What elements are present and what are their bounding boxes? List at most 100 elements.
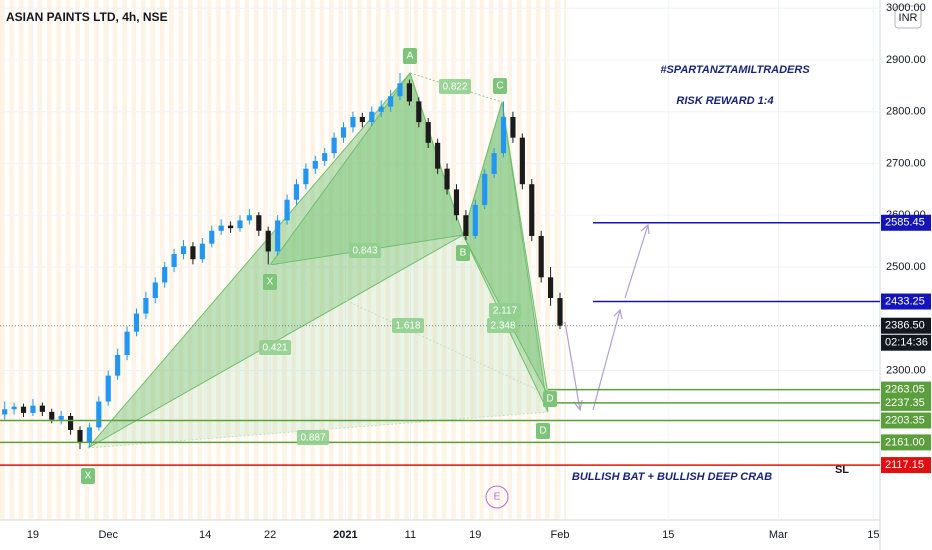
candle-body [529,184,535,236]
candle-body [406,83,412,102]
candle-body [171,254,177,267]
candle-body [557,298,563,326]
ratio-bg [439,79,471,94]
y-tick-label: 2800.00 [886,106,926,118]
candle-body [86,427,92,443]
ratio-bg [349,243,381,258]
pattern-xbd [88,235,548,448]
note: BULLISH BAT + BULLISH DEEP CRAB [572,471,772,483]
candle-body [49,411,55,420]
currency-box[interactable] [894,5,922,29]
candle-body [369,111,375,123]
level-label-bg [881,434,931,451]
ratio-label: 0.421 [262,343,287,354]
candle-body [180,246,187,255]
candle-body [190,246,196,260]
candle-body [472,204,478,236]
candle-body [548,277,554,299]
candle-body [453,189,460,216]
level-label: 2263.05 [885,383,925,395]
arrow [592,309,621,411]
pattern-point-bg [536,423,550,439]
y-tick-label: 2500.00 [886,261,926,273]
session-shading [0,0,566,520]
level-label: 2386.50 [885,320,925,332]
candle-body [284,199,290,221]
pattern-point-bg [403,48,417,64]
note: E [494,492,501,503]
level-label-bg [881,457,931,474]
e-circle [485,485,509,509]
chart-title: ASIAN PAINTS LTD, 4h, NSE [6,10,168,24]
candle-body [115,354,121,376]
candle-body [199,243,205,260]
candle-body [444,168,450,190]
candle-body [96,401,102,428]
x-tick-label: 11 [405,529,416,541]
candle-body [312,160,318,169]
candle-body [293,184,300,200]
level-label: 2161.00 [885,436,925,448]
candle-body [30,405,36,413]
ratio-label: 0.843 [352,246,377,257]
pattern-point: X [267,277,274,288]
candle-body [58,416,64,420]
ratio-bg [392,318,424,333]
level-label-bg [881,394,931,411]
candle-body [265,230,271,252]
candle-body [20,406,27,413]
ratio-bg [489,303,521,318]
y-tick-label: 2300.00 [886,364,926,376]
candle-body [133,313,140,332]
ratio-label: 0.887 [300,433,325,444]
level-label-bg [881,317,931,334]
x-tick-label: 14 [199,529,211,541]
candle-body [538,235,544,278]
x-tick-label: Mar [769,529,788,541]
x-tick-label: 19 [469,529,481,541]
level-label: 2433.25 [885,295,925,307]
candle-body [303,168,309,185]
ratio-bg [297,430,329,445]
currency[interactable]: INR [899,12,918,24]
candle-body [435,142,441,169]
ratio-bg [259,340,291,355]
x-tick-label: 15 [662,529,674,541]
candle-body [124,331,130,355]
candle-body [152,282,158,299]
candle-body [275,220,281,252]
level-label-bg [881,381,931,398]
candle-body [378,106,384,112]
arrow [624,224,649,299]
arrow-head [613,308,623,320]
x-tick-label: 15 [867,529,879,541]
candle-body [463,215,469,236]
candle-body [425,122,431,143]
y-tick-label: 3000.00 [886,2,926,14]
candle-body [39,405,45,412]
candle-body [256,215,262,231]
level-label-bg [881,214,931,231]
candle-body [322,153,328,161]
pattern-point-bg [543,391,557,407]
candle-body [519,137,525,185]
x-tick-label: 2021 [333,529,357,541]
level-label: 2203.35 [885,414,925,426]
arrow-head [640,223,650,235]
note: #SPARTANZTAMILTRADERS [660,64,810,76]
ratio-label: 0.822 [442,82,467,93]
ratio-label: 2.348 [490,321,515,332]
pattern-point: D [546,394,553,405]
level-label: 2237.35 [885,397,925,409]
note: RISK REWARD 1:4 [676,95,773,107]
candle-body [416,101,422,123]
pattern-point: A [407,51,414,62]
pattern-point: X [85,471,92,482]
candle-body [350,116,356,128]
candle-body [143,298,149,314]
level-label: 2117.15 [885,459,924,471]
x-tick-label: 19 [27,529,39,541]
pattern-point-bg [263,274,277,290]
x-tick-label: Dec [98,529,118,541]
x-tick-label: Feb [551,529,570,541]
